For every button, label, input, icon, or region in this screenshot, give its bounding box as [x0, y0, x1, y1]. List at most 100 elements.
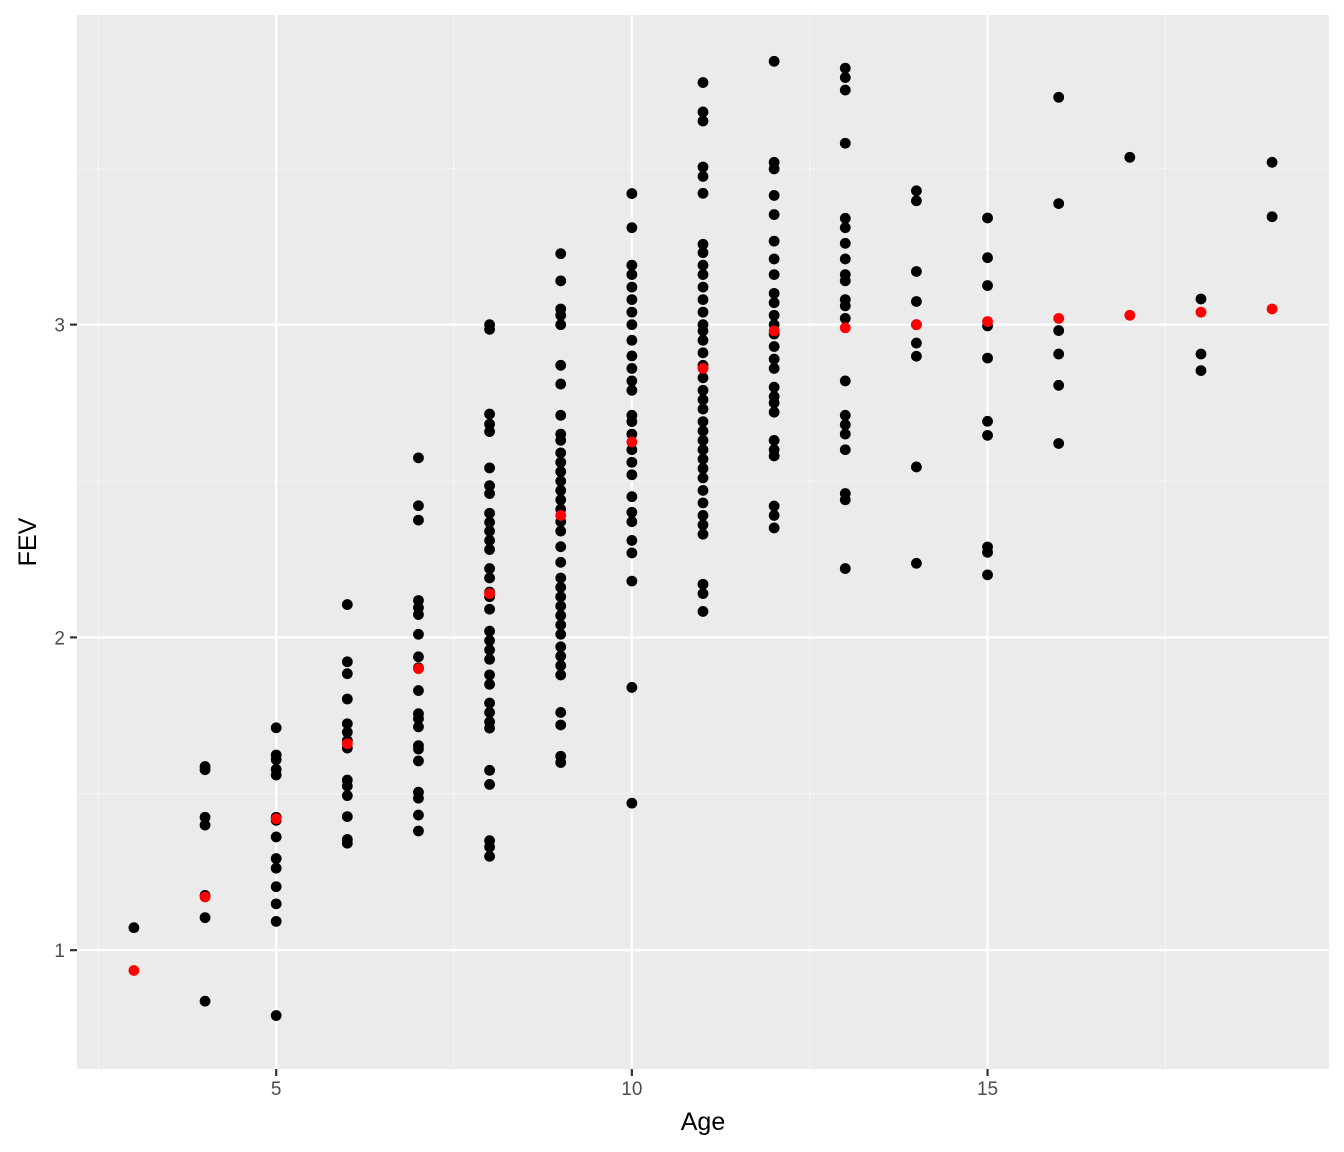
fitted-point [128, 965, 140, 976]
fitted-point [199, 891, 211, 903]
observed-point [484, 653, 495, 665]
observed-point [413, 713, 424, 725]
observed-point [413, 809, 424, 821]
observed-point [839, 62, 851, 74]
observed-point [484, 722, 495, 734]
observed-point [341, 811, 353, 823]
observed-point [555, 600, 567, 612]
observed-point [697, 170, 709, 182]
fitted-point [697, 363, 709, 374]
observed-point [555, 466, 567, 478]
observed-point [768, 406, 780, 418]
observed-point [839, 84, 851, 96]
observed-point [697, 472, 709, 484]
observed-point [555, 378, 567, 390]
fitted-point [270, 813, 282, 825]
observed-point [270, 853, 282, 864]
observed-point [697, 161, 709, 173]
observed-point [484, 516, 495, 528]
observed-point [413, 825, 424, 837]
observed-point [697, 247, 709, 259]
observed-point [270, 722, 282, 734]
fitted-point [1124, 309, 1136, 321]
observed-point [697, 425, 709, 437]
observed-point [911, 185, 922, 197]
observed-point [555, 610, 567, 621]
observed-point [199, 995, 211, 1007]
observed-point [484, 850, 495, 862]
observed-point [839, 300, 851, 312]
observed-point [555, 669, 567, 681]
observed-point [555, 475, 567, 487]
observed-point [839, 563, 851, 574]
observed-point [697, 403, 709, 415]
observed-point [839, 409, 851, 421]
observed-point [555, 572, 567, 584]
observed-point [697, 606, 709, 617]
y-tick-label: 1 [54, 941, 65, 962]
observed-point [484, 462, 495, 474]
observed-point [626, 281, 638, 293]
observed-point [911, 337, 922, 349]
observed-point [270, 831, 282, 843]
observed-point [555, 409, 567, 421]
observed-point [768, 163, 780, 175]
observed-point [626, 319, 638, 331]
observed-point [413, 743, 424, 755]
fitted-point [839, 322, 851, 334]
fitted-point [413, 663, 424, 675]
observed-point [768, 287, 780, 299]
observed-point [768, 450, 780, 462]
observed-point [626, 334, 638, 346]
fitted-point [911, 319, 922, 331]
observed-point [341, 837, 353, 849]
observed-point [484, 507, 495, 519]
observed-point [555, 628, 567, 640]
observed-point [839, 444, 851, 456]
observed-point [199, 912, 211, 924]
observed-point [413, 792, 424, 804]
x-tick-label: 15 [977, 1079, 998, 1100]
observed-point [555, 619, 567, 631]
y-axis-title: FEV [14, 517, 42, 566]
x-tick-label: 5 [271, 1079, 282, 1100]
observed-point [982, 429, 993, 441]
observed-point [413, 721, 424, 733]
fitted-point [768, 325, 780, 337]
observed-point [199, 811, 211, 823]
observed-point [697, 510, 709, 521]
observed-point [839, 375, 851, 387]
observed-point [1053, 438, 1065, 449]
observed-point [484, 778, 495, 790]
observed-point [484, 678, 495, 690]
observed-point [768, 434, 780, 446]
observed-point [626, 294, 638, 306]
observed-point [128, 922, 140, 934]
observed-point [484, 697, 495, 709]
observed-point [697, 578, 709, 590]
observed-point [341, 790, 353, 802]
observed-point [413, 514, 424, 526]
observed-point [484, 426, 495, 437]
observed-point [1195, 348, 1207, 360]
observed-point [341, 668, 353, 680]
observed-point [626, 682, 638, 693]
observed-point [555, 556, 567, 568]
observed-point [839, 275, 851, 287]
observed-point [911, 296, 922, 307]
observed-point [839, 312, 851, 324]
fitted-points [128, 303, 1278, 976]
observed-point [484, 764, 495, 776]
observed-point [626, 547, 638, 559]
observed-point [768, 353, 780, 365]
observed-point [484, 841, 495, 853]
observed-point [484, 480, 495, 492]
observed-point [768, 297, 780, 309]
fitted-point [1266, 303, 1278, 315]
observed-point [199, 819, 211, 831]
observed-point [768, 522, 780, 534]
observed-point [697, 306, 709, 318]
observed-point [768, 55, 780, 67]
observed-point [1195, 365, 1207, 377]
observed-point [413, 609, 424, 620]
